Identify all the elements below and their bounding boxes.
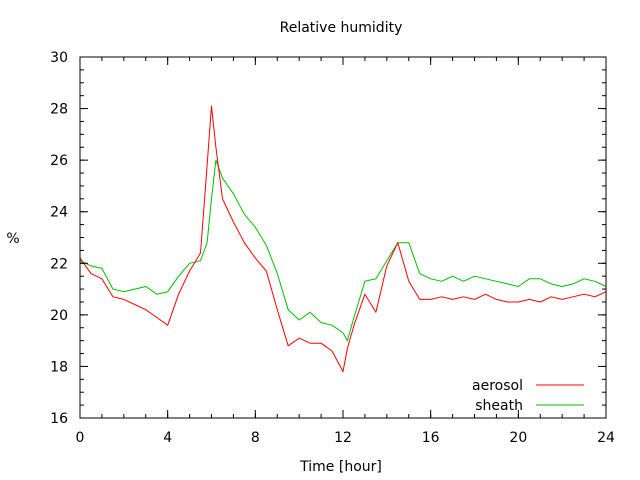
x-tick-label: 12 (334, 430, 352, 446)
y-tick-label: 22 (50, 256, 68, 272)
y-tick-label: 30 (50, 50, 68, 66)
x-tick-label: 0 (76, 430, 85, 446)
axis-ticks: 0 4 8 12 16 20 24 16 18 20 22 24 26 28 30 (50, 50, 615, 446)
y-axis-label: % (6, 231, 19, 247)
y-tick-label: 16 (50, 411, 68, 427)
chart-title: Relative humidity (280, 20, 403, 36)
y-tick-label: 24 (50, 205, 68, 221)
series-line-sheath (79, 159, 607, 342)
x-tick-label: 8 (251, 430, 260, 446)
legend-label-aerosol: aerosol (472, 378, 523, 394)
x-tick-label: 4 (163, 430, 172, 446)
x-axis-label: Time [hour] (299, 459, 382, 475)
y-tick-label: 18 (50, 359, 68, 375)
plot-lines (79, 105, 607, 373)
legend: aerosol sheath (472, 378, 584, 414)
series-line-aerosol (79, 105, 607, 373)
x-tick-label: 24 (597, 430, 615, 446)
x-tick-label: 20 (509, 430, 527, 446)
plot-frame (79, 56, 607, 419)
y-tick-label: 26 (50, 153, 68, 169)
y-tick-label: 28 (50, 102, 68, 118)
legend-label-sheath: sheath (475, 398, 523, 414)
x-tick-label: 16 (422, 430, 440, 446)
y-tick-label: 20 (50, 308, 68, 324)
